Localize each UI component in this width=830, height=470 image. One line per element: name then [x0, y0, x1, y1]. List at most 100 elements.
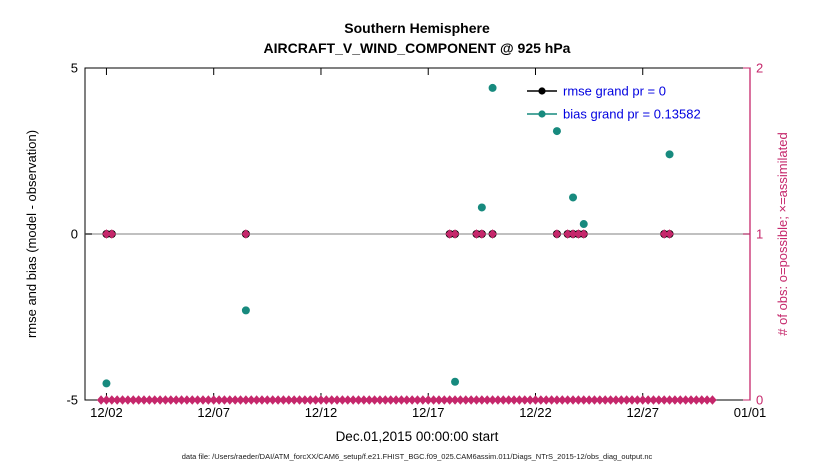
obs_possible-marker	[429, 395, 438, 405]
legend-rmse-label: rmse grand pr = 0	[563, 84, 666, 99]
x-tick-label: 12/22	[519, 405, 552, 420]
obs_assimilated-marker	[552, 229, 562, 239]
obs_possible-marker	[542, 395, 551, 405]
obs_possible-marker	[708, 395, 717, 405]
obs_assimilated-marker	[450, 229, 460, 239]
x-tick-label: 12/12	[305, 405, 338, 420]
obs_possible-marker	[252, 395, 261, 405]
obs_possible-marker	[445, 395, 454, 405]
obs_possible-marker	[193, 395, 202, 405]
obs_possible-marker	[155, 395, 165, 405]
obs_possible-marker	[381, 395, 390, 405]
obs_possible-marker	[536, 395, 546, 405]
obs_possible-marker	[225, 395, 234, 405]
obs_possible-marker	[515, 395, 524, 405]
obs_assimilated-marker	[568, 229, 578, 239]
bias-point	[241, 306, 250, 315]
obs_possible-marker	[284, 395, 293, 405]
obs_possible-marker	[563, 395, 572, 405]
obs_possible-marker	[198, 395, 208, 405]
obs_possible-marker	[686, 395, 696, 405]
obs_possible-marker	[590, 395, 599, 405]
obs_possible-marker	[129, 395, 138, 405]
obs_possible-marker	[552, 395, 562, 405]
x-tick-label: 12/27	[626, 405, 659, 420]
obs_possible-marker	[166, 395, 176, 405]
obs_possible-marker	[407, 395, 417, 405]
legend-bias-label: bias grand pr = 0.13582	[563, 107, 701, 122]
obs_possible-marker	[659, 395, 669, 405]
x-tick-label: 12/07	[197, 405, 230, 420]
obs_possible-marker	[209, 395, 218, 405]
obs_possible-marker	[273, 395, 283, 405]
obs_possible-marker	[171, 395, 181, 405]
obs_assimilated-marker	[665, 229, 674, 239]
obs_possible-marker	[279, 395, 288, 405]
obs_possible-marker	[531, 395, 540, 405]
legend: rmse grand pr = 0 bias grand pr = 0.1358…	[563, 84, 701, 122]
obs_possible-marker	[230, 395, 240, 405]
y-tick-label-right: 0	[756, 393, 763, 408]
bias-point	[451, 377, 460, 386]
obs_possible-marker	[107, 395, 117, 405]
obs_possible-marker	[434, 395, 444, 405]
obs_possible-marker	[499, 395, 508, 405]
obs_possible-marker	[375, 395, 385, 405]
obs_possible-marker	[611, 395, 621, 405]
legend-marker-0	[538, 87, 546, 95]
obs_possible-marker	[263, 395, 272, 405]
obs_possible-marker	[574, 395, 583, 405]
obs_possible-marker	[316, 395, 326, 405]
obs_possible-marker	[670, 395, 680, 405]
bias-point	[488, 83, 497, 92]
obs_possible-marker	[601, 395, 610, 405]
obs_assimilated-marker	[659, 229, 669, 239]
obs_possible-marker	[584, 395, 594, 405]
obs_possible-marker	[606, 395, 615, 405]
obs_assimilated-marker	[579, 229, 588, 239]
obs_assimilated-marker	[477, 229, 487, 239]
obs_possible-marker	[504, 395, 513, 405]
obs_possible-marker	[493, 395, 503, 405]
obs_possible-marker	[702, 395, 712, 405]
obs_possible-marker	[332, 395, 342, 405]
obs_possible-marker	[424, 395, 433, 405]
obs_assimilated-marker	[445, 229, 454, 239]
obs_possible-marker	[343, 395, 352, 405]
obs_possible-marker	[134, 395, 143, 405]
x-tick-label: 12/17	[412, 405, 445, 420]
obs_possible-marker	[440, 395, 449, 405]
obs_possible-marker	[359, 395, 369, 405]
x-tick-label: 01/01	[734, 405, 767, 420]
obs_possible-marker	[617, 395, 626, 405]
obs_possible-marker	[483, 395, 492, 405]
obs_possible-marker	[365, 395, 374, 405]
obs_possible-marker	[681, 395, 690, 405]
obs_possible-marker	[525, 395, 535, 405]
obs_possible-marker	[220, 395, 229, 405]
obs_possible-marker	[418, 395, 428, 405]
obs_possible-marker	[676, 395, 685, 405]
plot-area: 12/02 12/07 12/12 12/17 12/22 12/27 01/01 5 0 -5 2…	[66, 61, 766, 421]
bias-point	[552, 127, 561, 136]
obs_possible-marker	[558, 395, 567, 405]
title-line-1: Southern Hemisphere	[344, 20, 490, 36]
obs_possible-marker	[354, 395, 363, 405]
obs_possible-marker	[177, 395, 186, 405]
obs_possible-marker	[145, 395, 154, 405]
obs_possible-marker	[477, 395, 487, 405]
obs_possible-marker	[579, 395, 588, 405]
obs_possible-marker	[391, 395, 401, 405]
obs_possible-marker	[488, 395, 497, 405]
obs_possible-marker	[102, 395, 111, 405]
obs_possible-marker	[402, 395, 411, 405]
legend-marker-1	[538, 110, 546, 118]
y-axis-label-right: # of obs: o=possible; ×=assimilated	[775, 132, 790, 335]
obs_possible-marker	[204, 395, 213, 405]
obs_possible-marker	[182, 395, 192, 405]
obs_possible-marker	[643, 395, 653, 405]
obs_assimilated-marker	[102, 229, 111, 239]
obs_possible-marker	[370, 395, 379, 405]
obs_possible-marker	[456, 395, 465, 405]
